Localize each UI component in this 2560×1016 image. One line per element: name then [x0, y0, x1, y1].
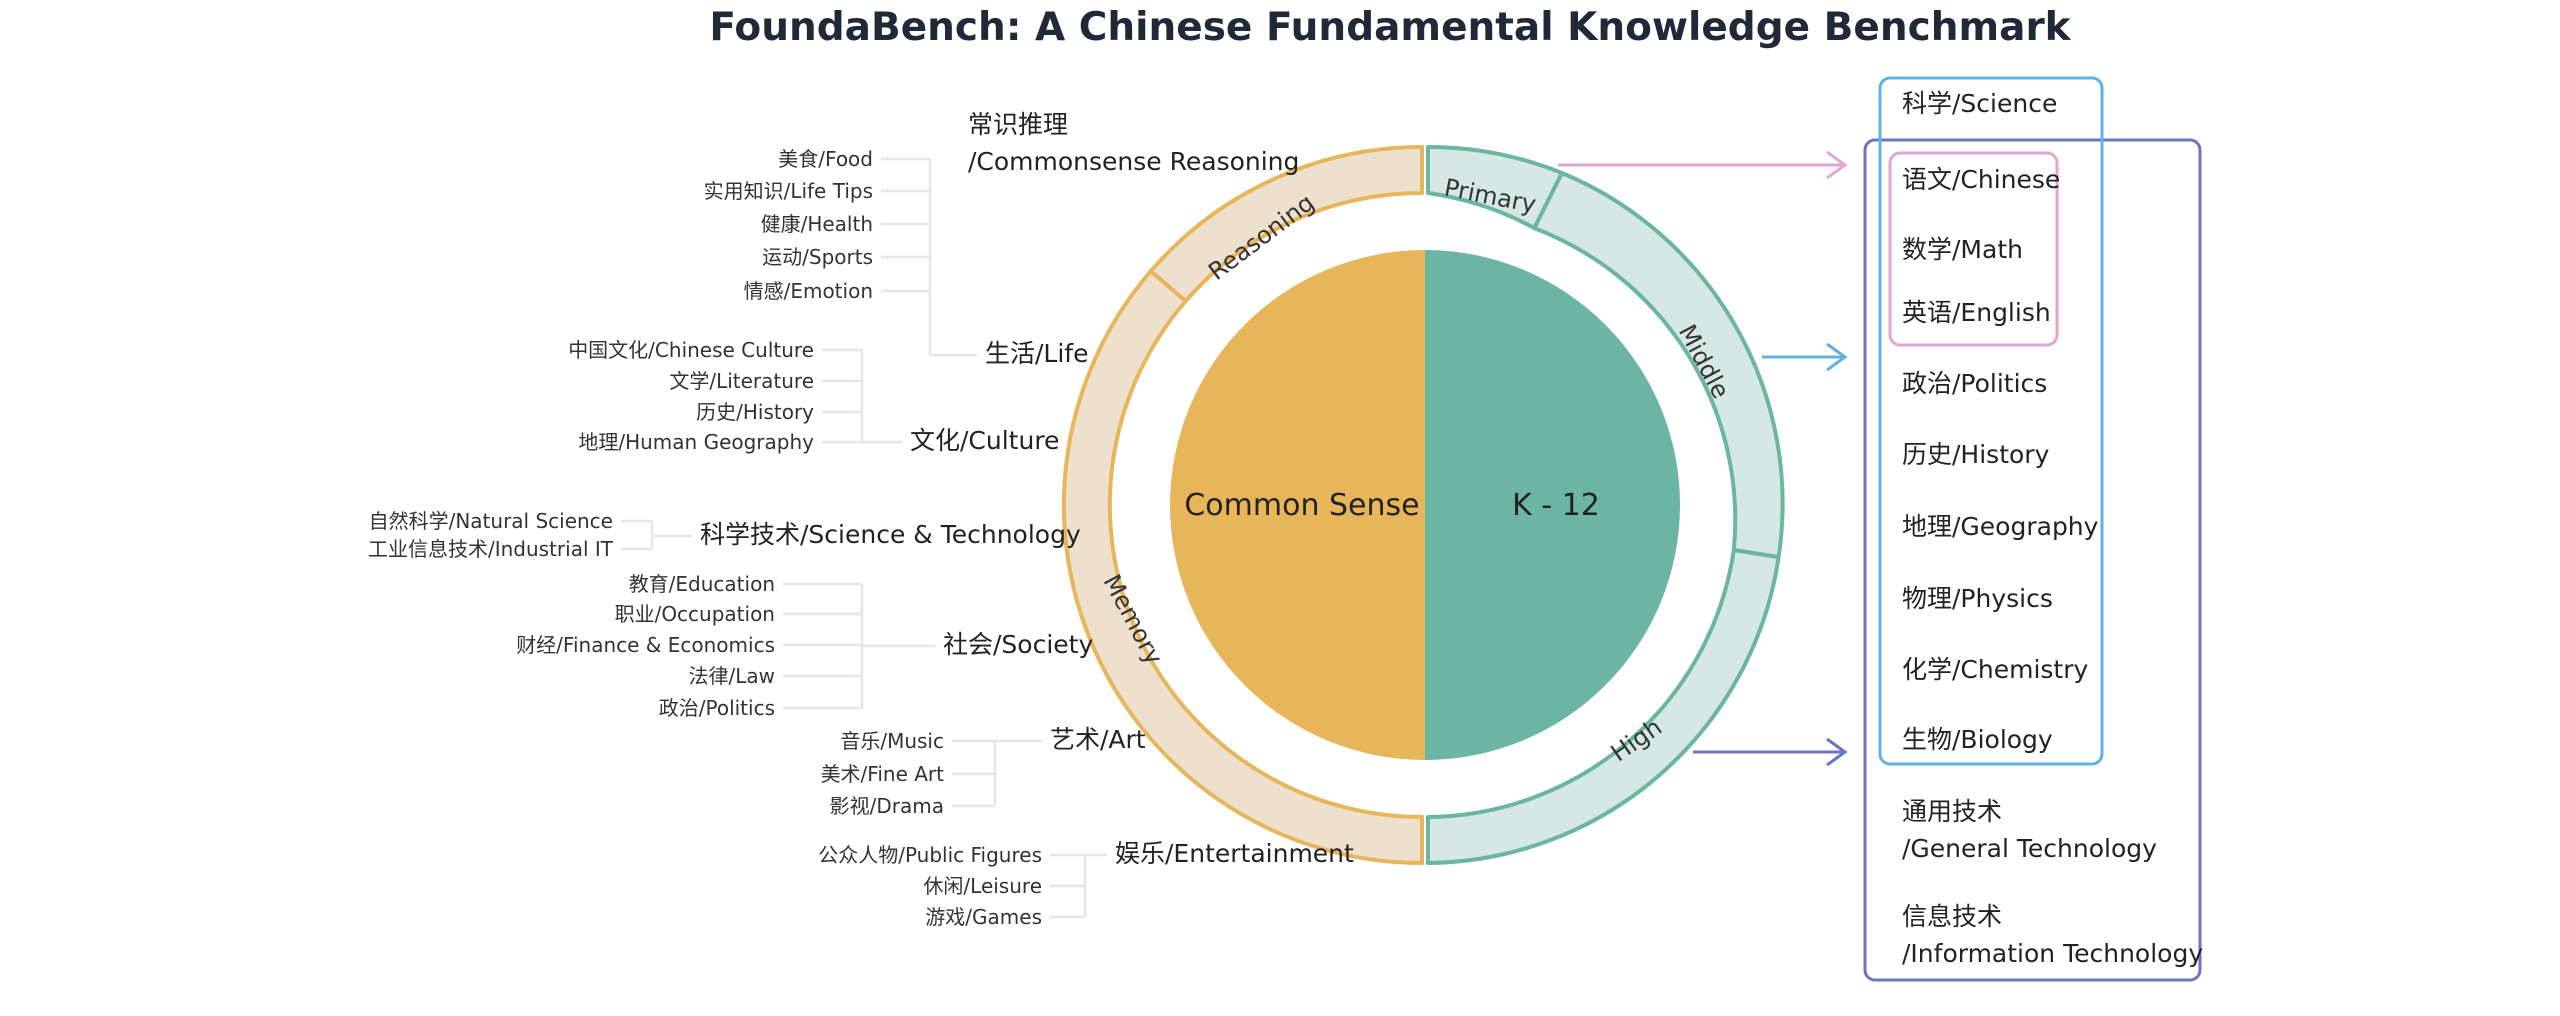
subject-politics: 政治/Politics	[1902, 369, 2047, 398]
category-label: 科学技术/Science & Technology	[700, 520, 1081, 549]
common-sense-label: Common Sense	[1184, 488, 1419, 523]
subject-history: 历史/History	[1902, 440, 2050, 469]
subject-chemistry: 化学/Chemistry	[1902, 655, 2089, 684]
subject-general-technology-line1: 通用技术	[1902, 797, 2002, 826]
subject-math: 数学/Math	[1902, 235, 2023, 264]
category-label: 社会/Society	[943, 630, 1093, 659]
leaf-label: 实用知识/Life Tips	[704, 179, 873, 203]
leaf-label: 休闲/Leisure	[923, 874, 1042, 898]
leaf-label: 美食/Food	[778, 147, 873, 171]
leaf-label: 公众人物/Public Figures	[818, 843, 1042, 867]
middle-arrow	[1762, 344, 1845, 370]
leaf-label: 自然科学/Natural Science	[369, 509, 613, 533]
leaf-label: 工业信息技术/Industrial IT	[368, 537, 614, 561]
memory-category-entertainment: 公众人物/Public Figures 休闲/Leisure 游戏/Games 娱乐/…	[818, 839, 1354, 929]
category-label: 生活/Life	[985, 339, 1088, 368]
leaf-label: 情感/Emotion	[744, 279, 873, 303]
leaf-label: 历史/History	[696, 400, 814, 424]
leaf-label: 美术/Fine Art	[821, 762, 945, 786]
primary-arrow	[1558, 152, 1845, 178]
diagram-title: FoundaBench: A Chinese Fundamental Knowl…	[709, 5, 2071, 50]
subject-physics: 物理/Physics	[1902, 584, 2053, 613]
leaf-label: 职业/Occupation	[615, 602, 775, 626]
memory-category-life: 美食/Food 实用知识/Life Tips 健康/Health 运动/Sports 情…	[704, 147, 1089, 368]
subject-general-technology-line2: /General Technology	[1902, 834, 2157, 863]
subject-english: 英语/English	[1902, 298, 2051, 327]
leaf-label: 地理/Human Geography	[578, 430, 814, 454]
memory-category-art: 音乐/Music 美术/Fine Art 影视/Drama 艺术/Art	[821, 725, 1146, 818]
high-arrow	[1693, 739, 1845, 765]
category-commonsense-reasoning-line1: 常识推理	[968, 110, 1068, 139]
leaf-label: 财经/Finance & Economics	[516, 633, 775, 657]
subject-chinese: 语文/Chinese	[1902, 165, 2060, 194]
subject-information-technology-line1: 信息技术	[1902, 902, 2002, 931]
memory-category-society: 教育/Education 职业/Occupation 财经/Finance & Ec…	[516, 572, 1093, 720]
leaf-label: 运动/Sports	[762, 245, 873, 269]
leaf-label: 政治/Politics	[659, 696, 775, 720]
category-label: 娱乐/Entertainment	[1115, 839, 1354, 868]
subject-science: 科学/Science	[1902, 89, 2057, 118]
leaf-label: 影视/Drama	[830, 794, 944, 818]
leaf-label: 文学/Literature	[669, 369, 814, 393]
memory-category-scitech: 自然科学/Natural Science 工业信息技术/Industrial IT…	[368, 509, 1081, 561]
leaf-label: 游戏/Games	[925, 905, 1042, 929]
category-label: 艺术/Art	[1050, 725, 1146, 754]
category-commonsense-reasoning-line2: /Commonsense Reasoning	[968, 147, 1299, 176]
leaf-label: 音乐/Music	[840, 729, 944, 753]
leaf-label: 法律/Law	[689, 664, 776, 688]
subject-information-technology-line2: /Information Technology	[1902, 939, 2203, 968]
subject-geography: 地理/Geography	[1902, 512, 2099, 541]
category-label: 文化/Culture	[910, 426, 1059, 455]
k12-label: K - 12	[1512, 488, 1600, 523]
subject-biology: 生物/Biology	[1902, 725, 2053, 754]
leaf-label: 教育/Education	[629, 572, 775, 596]
leaf-label: 中国文化/Chinese Culture	[568, 338, 814, 362]
leaf-label: 健康/Health	[761, 212, 873, 236]
